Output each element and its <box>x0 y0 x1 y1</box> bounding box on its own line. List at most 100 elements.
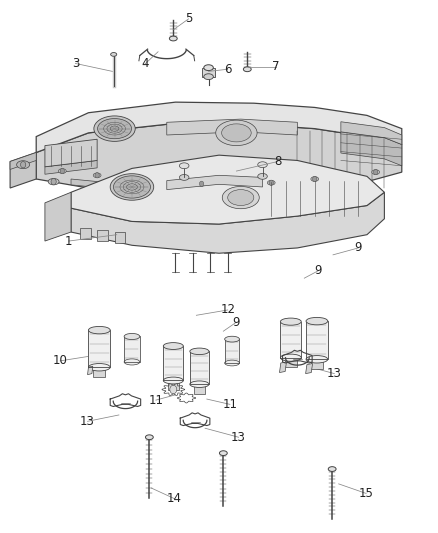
Polygon shape <box>124 336 140 362</box>
Ellipse shape <box>58 168 66 173</box>
Ellipse shape <box>372 169 380 174</box>
Ellipse shape <box>94 116 135 141</box>
Text: 13: 13 <box>327 367 342 380</box>
Polygon shape <box>306 364 313 374</box>
Polygon shape <box>93 367 105 377</box>
Text: 15: 15 <box>359 487 374 500</box>
Polygon shape <box>341 122 402 144</box>
Ellipse shape <box>163 343 184 350</box>
Ellipse shape <box>88 364 110 371</box>
Polygon shape <box>279 362 286 373</box>
Polygon shape <box>280 321 301 358</box>
Ellipse shape <box>258 173 267 179</box>
Polygon shape <box>141 195 219 203</box>
Text: 14: 14 <box>167 492 182 505</box>
Ellipse shape <box>267 180 275 185</box>
Ellipse shape <box>198 181 205 186</box>
Ellipse shape <box>48 179 59 185</box>
Ellipse shape <box>306 317 328 325</box>
Circle shape <box>269 180 273 185</box>
Text: 10: 10 <box>53 354 67 367</box>
Text: 9: 9 <box>314 264 322 277</box>
Circle shape <box>313 176 317 182</box>
Polygon shape <box>167 188 219 198</box>
Ellipse shape <box>124 359 140 365</box>
Polygon shape <box>225 339 240 363</box>
Polygon shape <box>341 132 402 166</box>
Ellipse shape <box>257 187 268 193</box>
Ellipse shape <box>98 118 131 139</box>
Polygon shape <box>36 123 402 195</box>
Circle shape <box>129 189 134 196</box>
Polygon shape <box>71 179 158 193</box>
Ellipse shape <box>93 173 101 177</box>
Polygon shape <box>202 68 215 77</box>
Ellipse shape <box>145 435 153 440</box>
Ellipse shape <box>222 124 251 142</box>
Ellipse shape <box>190 381 209 387</box>
Bar <box>80 228 91 239</box>
Text: 6: 6 <box>224 63 231 76</box>
Text: 4: 4 <box>141 58 149 70</box>
Text: 13: 13 <box>231 431 246 444</box>
Ellipse shape <box>127 189 138 196</box>
Ellipse shape <box>180 174 189 180</box>
Circle shape <box>95 173 99 178</box>
Polygon shape <box>190 351 209 384</box>
Circle shape <box>260 187 265 193</box>
Circle shape <box>60 168 64 174</box>
Ellipse shape <box>311 176 319 181</box>
Polygon shape <box>10 152 36 169</box>
Polygon shape <box>163 346 184 381</box>
Text: 9: 9 <box>233 316 240 329</box>
Text: 11: 11 <box>223 398 237 411</box>
Ellipse shape <box>328 467 336 471</box>
Ellipse shape <box>228 190 254 206</box>
Ellipse shape <box>17 161 30 168</box>
Text: 12: 12 <box>220 303 235 317</box>
Ellipse shape <box>113 176 150 198</box>
Text: 5: 5 <box>185 12 192 26</box>
Circle shape <box>374 169 378 175</box>
Ellipse shape <box>110 174 154 200</box>
Ellipse shape <box>170 36 177 41</box>
Polygon shape <box>306 321 328 359</box>
Polygon shape <box>45 160 97 174</box>
Ellipse shape <box>180 163 189 168</box>
Polygon shape <box>167 175 262 190</box>
Polygon shape <box>45 139 97 167</box>
Ellipse shape <box>280 354 301 361</box>
Ellipse shape <box>163 377 184 384</box>
Text: 1: 1 <box>65 235 73 247</box>
Text: 13: 13 <box>80 415 95 428</box>
Ellipse shape <box>88 326 110 334</box>
Circle shape <box>199 181 204 187</box>
Ellipse shape <box>204 74 213 79</box>
Polygon shape <box>311 359 323 369</box>
Circle shape <box>51 179 56 185</box>
Text: 8: 8 <box>274 155 282 168</box>
Ellipse shape <box>222 187 259 209</box>
Circle shape <box>347 179 352 185</box>
Text: 7: 7 <box>272 60 279 73</box>
Circle shape <box>21 161 26 168</box>
Ellipse shape <box>244 67 251 71</box>
Ellipse shape <box>204 64 213 70</box>
Ellipse shape <box>111 53 117 56</box>
Text: 11: 11 <box>148 393 163 407</box>
Ellipse shape <box>219 451 227 456</box>
Polygon shape <box>36 102 402 152</box>
Ellipse shape <box>225 360 240 366</box>
Ellipse shape <box>225 336 240 342</box>
Bar <box>115 232 125 243</box>
Ellipse shape <box>124 334 140 340</box>
Polygon shape <box>10 152 36 188</box>
Polygon shape <box>167 119 297 135</box>
Polygon shape <box>88 330 110 367</box>
Circle shape <box>170 385 177 394</box>
Polygon shape <box>285 358 297 367</box>
Polygon shape <box>45 192 71 241</box>
Ellipse shape <box>216 120 257 146</box>
Bar <box>97 230 108 241</box>
Ellipse shape <box>190 348 209 354</box>
